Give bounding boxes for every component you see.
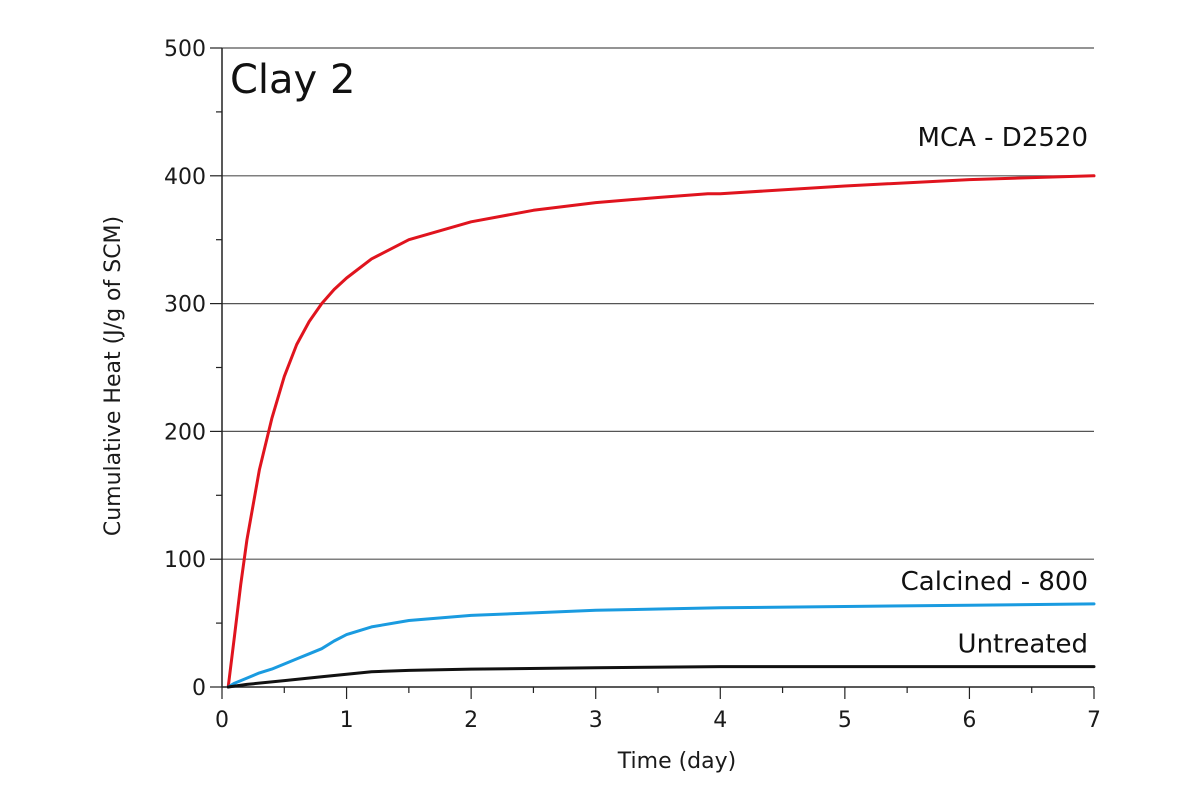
x-axis-title: Time (day)	[617, 749, 736, 774]
y-tick-label-200: 200	[164, 420, 206, 445]
y-tick-label-300: 300	[164, 293, 206, 318]
series-label-mca-d2520: MCA - D2520	[918, 123, 1088, 153]
series-label-calcined-800: Calcined - 800	[901, 567, 1088, 597]
axes-layer: 0 100 200 300 400 500 0 1 2 3 4 5 6 7	[164, 37, 1101, 733]
x-tick-label-7: 7	[1087, 708, 1101, 733]
x-tick-label-0: 0	[215, 708, 229, 733]
x-tick-label-3: 3	[589, 708, 603, 733]
series-line-calcined-800	[226, 602, 1096, 689]
y-tick-label-500: 500	[164, 37, 206, 62]
y-tick-label-0: 0	[192, 676, 206, 701]
x-tick-label-5: 5	[838, 708, 852, 733]
grid-layer	[222, 47, 1094, 560]
x-tick-label-4: 4	[713, 708, 727, 733]
panel-title: Clay 2	[230, 57, 355, 103]
y-axis-title: Cumulative Heat (J/g of SCM)	[101, 216, 126, 536]
series-line-untreated	[226, 665, 1096, 689]
series-labels: MCA - D2520 Calcined - 800 Untreated	[901, 123, 1088, 660]
y-tick-label-400: 400	[164, 165, 206, 190]
series-label-untreated: Untreated	[958, 630, 1088, 660]
series-layer	[226, 174, 1096, 689]
series-line-mca-d2520	[226, 174, 1096, 689]
x-tick-label-2: 2	[464, 708, 478, 733]
x-tick-label-6: 6	[962, 708, 976, 733]
y-tick-label-100: 100	[164, 548, 206, 573]
x-tick-label-1: 1	[340, 708, 354, 733]
